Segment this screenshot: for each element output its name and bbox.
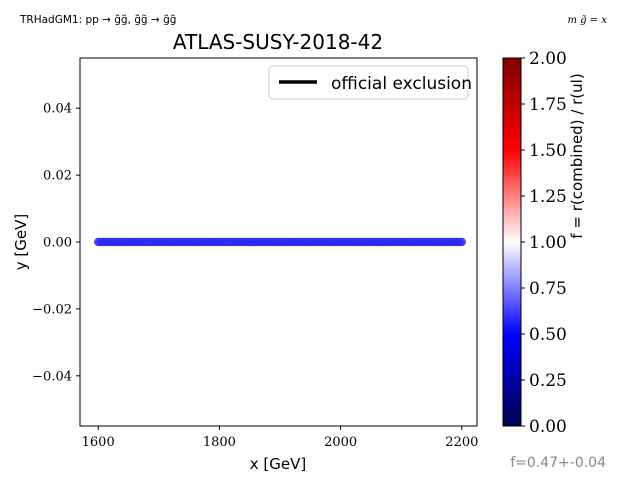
scan-point <box>457 237 467 247</box>
colorbar-tick-label: 0.00 <box>529 417 567 437</box>
y-tick-label: 0.02 <box>43 169 72 184</box>
scan-points <box>93 237 467 247</box>
colorbar-tick-label: 1.25 <box>529 187 567 207</box>
x-axis-ticks: 1600 1800 2000 2200 <box>82 426 478 450</box>
x-tick-label: 1600 <box>82 435 115 450</box>
y-tick-label: −0.04 <box>32 369 72 384</box>
colorbar <box>502 57 522 427</box>
y-tick-label: 0.04 <box>43 102 72 117</box>
y-axis-label: y [GeV] <box>12 214 30 270</box>
x-tick-label: 2000 <box>324 435 357 450</box>
colorbar-label: f = r(combined) / r(ul) <box>568 73 586 238</box>
y-tick-label: 0.00 <box>43 236 72 251</box>
x-tick-label: 1800 <box>203 435 236 450</box>
mass-relation: m g̃ = x <box>568 15 608 26</box>
colorbar-ticks: 0.00 0.25 0.50 0.75 1.00 1.25 1.50 1.75 2.00 <box>521 49 567 437</box>
x-tick-label: 2200 <box>445 435 478 450</box>
y-tick-label: −0.02 <box>32 302 72 317</box>
colorbar-tick-label: 0.25 <box>529 371 567 391</box>
legend-box <box>268 65 469 100</box>
colorbar-tick-label: 1.75 <box>529 95 567 115</box>
y-axis-ticks: −0.04 −0.02 0.00 0.02 0.04 <box>32 102 80 384</box>
x-axis-label: x [GeV] <box>250 455 306 473</box>
colorbar-tick-label: 1.00 <box>529 233 567 253</box>
colorbar-tick-label: 2.00 <box>529 49 567 69</box>
fit-result-text: f=0.47+-0.04 <box>510 455 606 471</box>
colorbar-tick-label: 0.50 <box>529 325 567 345</box>
chart-title: ATLAS-SUSY-2018-42 <box>173 30 383 54</box>
legend-entry-official-exclusion: official exclusion <box>331 74 472 94</box>
colorbar-tick-label: 1.50 <box>529 141 567 161</box>
model-label: TRHadGM1: pp → g̃g̃, g̃g̃ → g̃g̃ <box>19 14 176 26</box>
colorbar-tick-label: 0.75 <box>529 279 567 299</box>
legend: official exclusion <box>268 65 472 100</box>
